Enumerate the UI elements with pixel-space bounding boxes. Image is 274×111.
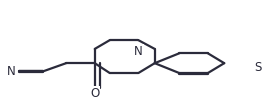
Text: N: N bbox=[7, 65, 16, 78]
Text: N: N bbox=[134, 45, 143, 58]
Text: S: S bbox=[254, 60, 262, 73]
Text: O: O bbox=[90, 87, 99, 100]
